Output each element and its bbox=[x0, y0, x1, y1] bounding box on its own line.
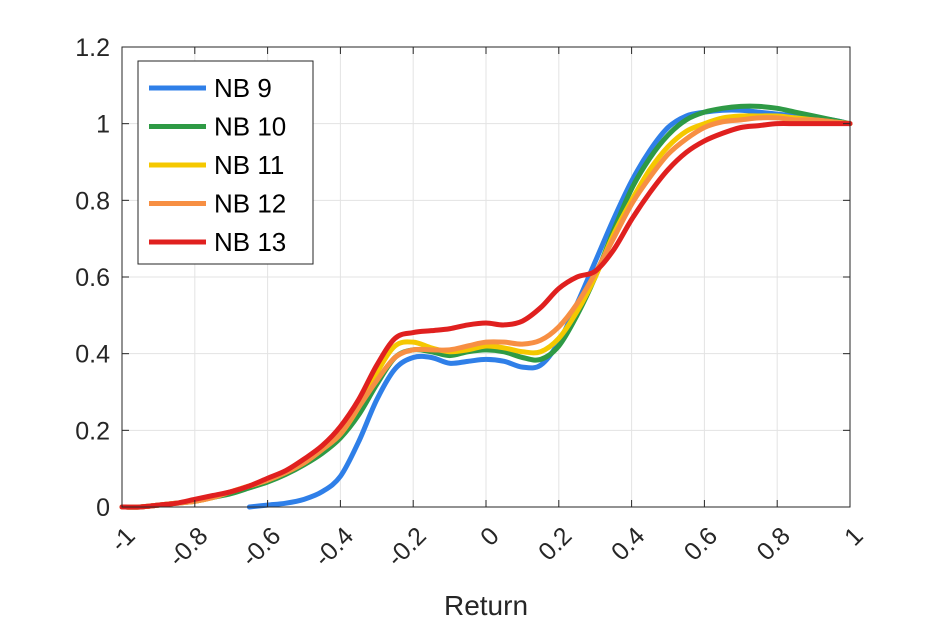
x-tick-label: 0 bbox=[475, 522, 505, 552]
legend-label-nb-11: NB 11 bbox=[214, 150, 284, 180]
series-line-nb-13 bbox=[119, 121, 853, 510]
y-tick-label: 0 bbox=[96, 494, 110, 522]
x-axis-title: Return bbox=[444, 590, 528, 621]
y-tick-label: 0.4 bbox=[75, 341, 110, 369]
y-tick-label: 1.2 bbox=[75, 34, 110, 62]
x-tick-label: 0.4 bbox=[606, 522, 650, 566]
x-tick-label: -0.4 bbox=[309, 522, 359, 572]
x-tick-label: 0.8 bbox=[752, 522, 796, 566]
x-tick-label: -0.6 bbox=[236, 522, 286, 572]
x-tick-label: 0.6 bbox=[679, 522, 723, 566]
y-tick-label: 1 bbox=[96, 111, 110, 139]
legend-label-nb-13: NB 13 bbox=[214, 227, 286, 257]
x-tick-label: -1 bbox=[105, 522, 141, 558]
x-tick-label: -0.2 bbox=[382, 522, 432, 572]
legend-label-nb-10: NB 10 bbox=[214, 112, 286, 142]
legend: NB 9 NB 10 NB 11 NB 12 NB 13 bbox=[137, 60, 314, 265]
ticks bbox=[121, 46, 851, 508]
x-tick-label: -0.8 bbox=[163, 522, 213, 572]
x-tick-label: 1 bbox=[839, 522, 869, 552]
y-tick-label: 0.8 bbox=[75, 187, 110, 215]
y-tick-label: 0.2 bbox=[75, 417, 110, 445]
x-tick-label: 0.2 bbox=[533, 522, 577, 566]
legend-label-nb-9: NB 9 bbox=[214, 73, 272, 103]
legend-label-nb-12: NB 12 bbox=[214, 189, 286, 219]
series-layer bbox=[119, 103, 853, 510]
y-tick-label: 0.6 bbox=[75, 264, 110, 292]
